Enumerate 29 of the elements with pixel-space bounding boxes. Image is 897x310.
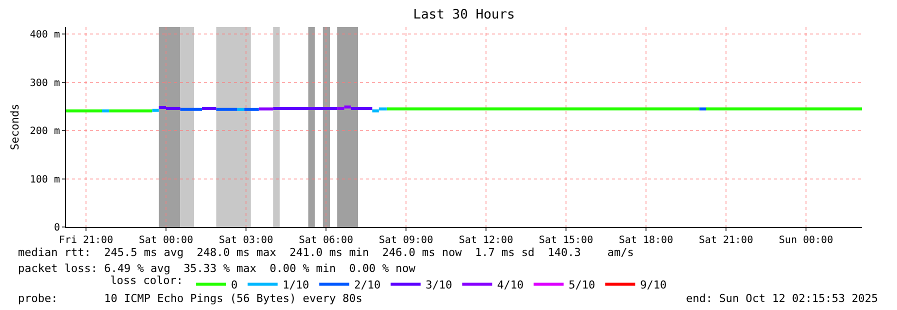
x-tick-label: Sat 12:00 <box>458 235 514 246</box>
text: probe: 10 ICMP Echo Pings (56 Bytes) every 80s <box>18 292 362 305</box>
legend-title: loss color: <box>110 274 184 288</box>
x-tick-label: Sun 00:00 <box>778 235 834 246</box>
y-axis-title: Seconds <box>8 104 22 150</box>
text: end: Sun Oct 12 02:15:53 2025 <box>686 292 878 305</box>
text: median rtt: 245.5 ms avg 248.0 ms max 241.0 ms min 246.0 ms now 1.7 ms sd 140.3 am/s <box>18 246 634 259</box>
x-tick-label: Sat 21:00 <box>698 235 754 246</box>
y-tick-label: 0 <box>54 222 60 234</box>
legend-label: 2/10 <box>354 278 381 292</box>
chart-title: Last 30 Hours <box>413 8 515 22</box>
legend-label: 1/10 <box>282 278 310 292</box>
x-tick-label: Fri 21:00 <box>58 235 114 246</box>
x-tick-label: Sat 09:00 <box>378 235 434 246</box>
y-tick-label: 300 m <box>30 78 60 89</box>
y-tick-label: 400 m <box>30 30 60 41</box>
legend-label: 9/10 <box>640 278 667 292</box>
x-tick-label: Sat 18:00 <box>618 235 674 246</box>
x-tick-label: Sat 03:00 <box>218 235 274 246</box>
legend-label: 4/10 <box>497 278 524 292</box>
legend-label: 0 <box>231 278 238 292</box>
text: packet loss: 6.49 % avg 35.33 % max 0.00 % min 0.00 % now <box>18 262 416 275</box>
y-tick-label: 200 m <box>30 126 60 138</box>
legend-label: 3/10 <box>426 278 452 292</box>
legend-label: 5/10 <box>568 278 596 292</box>
y-tick-label: 100 m <box>30 174 60 186</box>
x-tick-label: Sat 15:00 <box>538 235 594 246</box>
x-tick-label: Sat 06:00 <box>298 235 354 246</box>
x-tick-label: Sat 00:00 <box>138 235 194 246</box>
